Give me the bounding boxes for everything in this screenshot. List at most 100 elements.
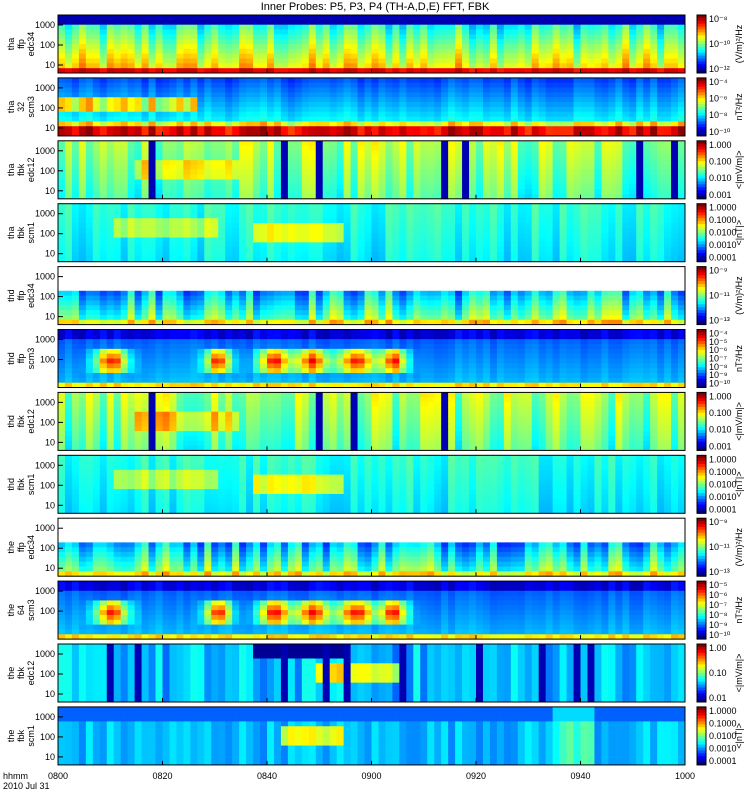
spectrogram-cell [99, 39, 108, 45]
spectrogram-cell [392, 19, 400, 26]
spectrogram-cell [280, 121, 289, 127]
spectrogram-cell [594, 203, 602, 209]
spectrogram-cell [538, 77, 547, 84]
spectrogram-cell [524, 24, 533, 30]
spectrogram-cell [496, 203, 505, 209]
spectrogram-cell [92, 189, 101, 195]
colorbar-segment [697, 95, 706, 99]
spectrogram-cell [280, 193, 289, 200]
spectrogram-cell [601, 252, 609, 258]
spectrogram-cell [469, 87, 477, 93]
spectrogram-cell [141, 92, 149, 98]
spectrogram-cell [106, 68, 115, 74]
spectrogram-cell [218, 305, 226, 311]
y-tick-label: 100 [40, 229, 55, 239]
spectrogram-cell [280, 164, 289, 171]
spectrogram-cell [448, 29, 456, 35]
spectrogram-cell [190, 227, 198, 234]
spectrogram-cell [267, 203, 275, 209]
spectrogram-cell [441, 53, 449, 59]
spectrogram-cell [141, 164, 149, 171]
spectrogram-cell [566, 203, 574, 209]
spectrogram-cell [615, 155, 623, 161]
spectrogram-cell [503, 126, 512, 132]
spectrogram-cell [552, 68, 560, 74]
spectrogram-cell [371, 179, 379, 185]
spectrogram-cell [664, 189, 672, 195]
spectrogram-cell [127, 150, 136, 156]
spectrogram-cell [155, 77, 163, 84]
spectrogram-cell [120, 319, 129, 325]
spectrogram-cell [211, 223, 219, 229]
spectrogram-cell [225, 174, 233, 180]
spectrogram-cell [455, 227, 463, 234]
spectrogram-cell [636, 82, 644, 88]
spectrogram-cell [197, 102, 205, 108]
spectrogram-cell [176, 252, 184, 258]
spectrogram-cell [232, 87, 240, 93]
spectrogram-cell [496, 252, 505, 258]
spectrogram-cell [308, 44, 317, 50]
spectrogram-cell [85, 276, 94, 282]
spectrogram-cell [385, 24, 393, 30]
spectrogram-cell [253, 223, 261, 229]
spectrogram-cell [643, 58, 651, 64]
spectrogram-cell [225, 53, 233, 59]
spectrogram-cell [294, 203, 303, 209]
spectrogram-cell [155, 164, 163, 171]
spectrogram-cell [496, 131, 505, 137]
spectrogram-cell [218, 116, 226, 122]
spectrogram-cell [594, 53, 602, 59]
spectrogram-cell [183, 281, 191, 287]
spectrogram-cell [671, 82, 679, 88]
spectrogram-cell [427, 189, 435, 195]
colorbar-segment [697, 77, 706, 82]
spectrogram-cell [573, 169, 581, 176]
spectrogram-cell [85, 15, 94, 21]
spectrogram-cell [169, 276, 177, 282]
spectrogram-cell [294, 305, 303, 311]
spectrogram-cell [148, 305, 156, 311]
spectrogram-cell [336, 179, 345, 185]
spectrogram-cell [280, 140, 289, 147]
spectrogram-cell [594, 164, 602, 171]
spectrogram-cell [413, 34, 421, 40]
spectrogram-cell [85, 82, 94, 88]
spectrogram-cell [594, 189, 602, 195]
spectrogram-cell [664, 184, 672, 190]
spectrogram-cell [357, 169, 365, 176]
spectrogram-cell [378, 116, 386, 122]
spectrogram-cell [462, 68, 470, 74]
spectrogram-cell [643, 87, 651, 93]
spectrogram-cell [267, 174, 275, 180]
spectrogram-cell [85, 29, 94, 35]
spectrogram-cell [482, 169, 491, 176]
spectrogram-cell [204, 271, 212, 277]
spectrogram-cell [225, 232, 233, 238]
spectrogram-cell [127, 184, 136, 190]
spectrogram-cell [482, 140, 491, 147]
spectrogram-cell [183, 319, 191, 325]
spectrogram-cell [643, 252, 651, 258]
spectrogram-cell [489, 92, 498, 98]
spectrogram-cell [559, 92, 567, 98]
spectrogram-cell [58, 252, 66, 258]
spectrogram-cell [218, 184, 226, 190]
spectrogram-cell [559, 242, 567, 248]
spectrogram-cell [92, 276, 101, 282]
spectrogram-cell [524, 169, 533, 176]
spectrogram-cell [469, 97, 477, 103]
spectrogram-cell [364, 24, 372, 30]
spectrogram-cell [239, 116, 247, 122]
spectrogram-cell [301, 19, 310, 26]
spectrogram-cell [85, 227, 94, 234]
spectrogram-cell [594, 193, 602, 200]
spectrogram-cell [587, 58, 595, 64]
spectrogram-cell [476, 19, 484, 26]
spectrogram-cell [190, 281, 198, 287]
spectrogram-cell [253, 82, 261, 88]
spectrogram-cell [434, 102, 442, 108]
spectrogram-cell [650, 116, 658, 122]
spectrogram-cell [455, 44, 463, 50]
spectrogram-cell [343, 285, 351, 292]
